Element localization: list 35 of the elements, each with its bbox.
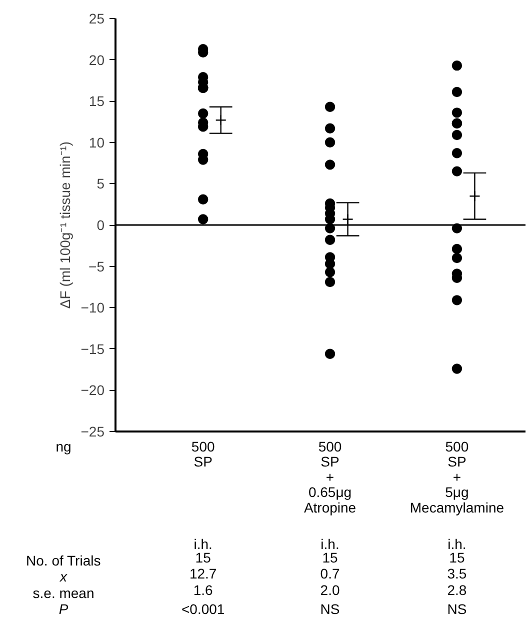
text: 15 xyxy=(322,549,338,566)
text: 15 xyxy=(195,549,212,566)
text: 2.0 xyxy=(320,582,340,598)
y-tick-label: 20 xyxy=(88,52,105,68)
text: 3.5 xyxy=(447,566,467,582)
text: <0.001 xyxy=(181,601,225,618)
y-tick-label: −15 xyxy=(80,340,105,357)
x-tick-label: 500 SP xyxy=(191,438,215,470)
text: x xyxy=(59,568,68,585)
text: NS xyxy=(447,601,467,618)
y-tick-label: 15 xyxy=(88,93,105,110)
x-tick-label: 500 SP + 5μg Mecamylamine xyxy=(410,438,504,516)
x-axis-title: ng xyxy=(56,438,72,454)
y-tick-label: 10 xyxy=(88,134,105,150)
x-tick-label: 500 SP + 0.65μg Atropine xyxy=(304,438,356,516)
y-tick-label: −5 xyxy=(88,258,105,274)
y-tick-label: −10 xyxy=(80,300,105,316)
text: i.h. xyxy=(320,536,340,552)
y-axis-title: ΔF (ml 100g⁻¹ tissue min⁻¹) xyxy=(56,141,73,309)
text: s.e. mean xyxy=(32,584,94,601)
y-tick-label: −20 xyxy=(80,382,105,398)
text: i.h. xyxy=(448,536,466,552)
text: 15 xyxy=(449,549,465,566)
text: 12.7 xyxy=(189,566,217,582)
y-tick-label: −25 xyxy=(80,424,105,440)
y-tick-label: 25 xyxy=(88,10,105,26)
text: NS xyxy=(320,601,340,618)
y-tick-label: 0 xyxy=(96,217,105,233)
text: No. of Trials xyxy=(26,552,101,568)
text: 2.8 xyxy=(447,582,467,598)
text: 1.6 xyxy=(193,582,214,598)
text: P xyxy=(58,601,69,618)
y-tick-label: 5 xyxy=(96,176,105,192)
text: i.h. xyxy=(194,536,212,552)
text: 0.7 xyxy=(320,566,340,582)
